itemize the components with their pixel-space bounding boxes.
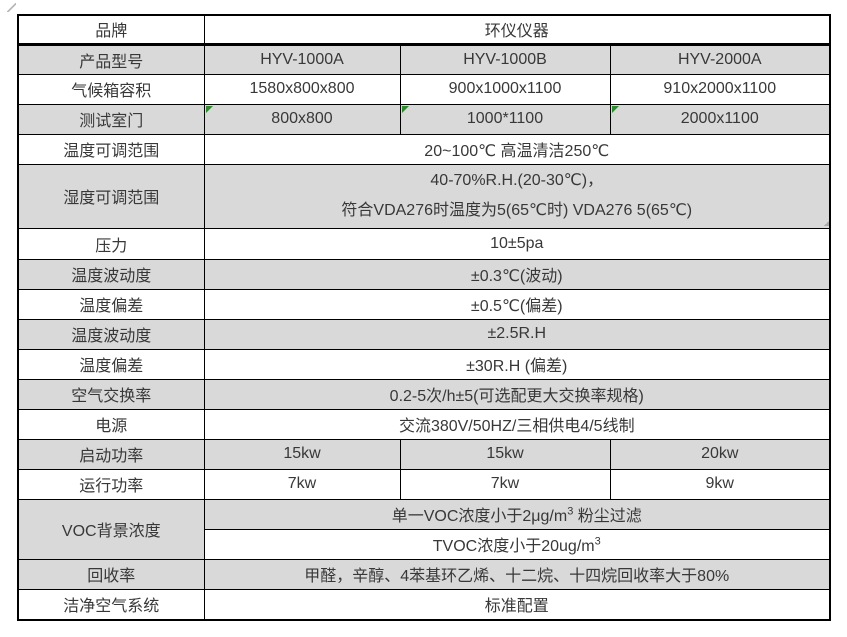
table-row-humidity-deviation: 温度偏差 ±30R.H (偏差) — [17, 348, 831, 380]
model-value-b: HYV-1000B — [399, 43, 611, 75]
running-power-b: 7kw — [399, 468, 611, 500]
running-power-c: 9kw — [609, 468, 831, 500]
test-door-a: 800x800 — [203, 103, 401, 135]
row-label-air-exchange: 空气交换率 — [17, 378, 205, 410]
chamber-volume-a: 1580x800x800 — [203, 73, 401, 105]
row-label-startup-power: 启动功率 — [17, 438, 205, 470]
corner-artifact — [7, 3, 16, 12]
temp-deviation-value: ±0.5℃(偏差) — [203, 288, 831, 320]
temp-range-value: 20~100℃ 高温清洁250℃ — [203, 133, 831, 165]
table-row-temp-fluctuation: 温度波动度 ±0.3℃(波动) — [17, 258, 831, 290]
humidity-range-line1: 40-70%R.H.(20-30℃)， — [430, 172, 604, 189]
row-label-model: 产品型号 — [17, 43, 205, 75]
test-door-a-value: 800x800 — [271, 110, 333, 127]
row-label-pressure: 压力 — [17, 227, 205, 260]
error-indicator-icon — [205, 105, 213, 113]
row-label-clean-air: 洁净空气系统 — [17, 588, 205, 621]
power-supply-value: 交流380V/50HZ/三相供电4/5线制 — [203, 408, 831, 440]
table-row-temp-range: 温度可调范围 20~100℃ 高温清洁250℃ — [17, 133, 831, 165]
row-label-voc-background: VOC背景浓度 — [17, 498, 205, 560]
running-power-a: 7kw — [203, 468, 401, 500]
table-row-humidity-fluctuation: 温度波动度 ±2.5R.H — [17, 318, 831, 350]
voc-background-line1: 单一VOC浓度小于2μg/m3 粉尘过滤 — [203, 498, 831, 530]
error-indicator-icon — [611, 105, 619, 113]
table-row-startup-power: 启动功率 15kw 15kw 20kw — [17, 438, 831, 470]
voc-line1-superscript: 3 — [567, 505, 574, 518]
table-row-recovery: 回收率 甲醛，辛醇、4苯基环乙烯、十二烷、十四烷回收率大于80% — [17, 558, 831, 590]
table-row-model: 产品型号 HYV-1000A HYV-1000B HYV-2000A — [17, 43, 831, 75]
table-row-chamber-volume: 气候箱容积 1580x800x800 900x1000x1100 910x200… — [17, 73, 831, 105]
voc-line2-superscript: 3 — [594, 535, 601, 548]
table-row-test-door: 测试室门 800x800 1000*1100 2000x1100 — [17, 103, 831, 135]
test-door-c-value: 2000x1100 — [680, 110, 759, 127]
row-label-humidity-range: 湿度可调范围 — [17, 163, 205, 229]
voc-line2-main: TVOC浓度小于20ug/m — [432, 538, 595, 555]
clean-air-value: 标准配置 — [203, 588, 831, 621]
chamber-volume-b: 900x1000x1100 — [399, 73, 611, 105]
pressure-value: 10±5pa — [203, 227, 831, 260]
table-row-clean-air: 洁净空气系统 标准配置 — [17, 588, 831, 621]
test-door-b-value: 1000*1100 — [466, 110, 544, 127]
table-row-voc-background-2: TVOC浓度小于20ug/m3 — [18, 528, 831, 560]
humidity-fluctuation-value: ±2.5R.H — [203, 318, 831, 350]
recovery-value: 甲醛，辛醇、4苯基环乙烯、十二烷、十四烷回收率大于80% — [203, 558, 831, 590]
humidity-range-value: 40-70%R.H.(20-30℃)， 符合VDA276时温度为5(65℃时) … — [203, 163, 831, 229]
row-label-recovery: 回收率 — [17, 558, 205, 590]
air-exchange-value: 0.2-5次/h±5(可选配更大交换率规格) — [203, 378, 831, 410]
corner-artifact — [824, 220, 830, 226]
voc-line1-tail: 粉尘过滤 — [573, 508, 642, 525]
humidity-deviation-value: ±30R.H (偏差) — [203, 348, 831, 380]
spec-table: 品牌 环仪仪器 产品型号 HYV-1000A HYV-1000B HYV-200… — [17, 14, 832, 621]
table-row-brand: 品牌 环仪仪器 — [17, 14, 831, 46]
test-door-b: 1000*1100 — [399, 103, 611, 135]
voc-line1-main: 单一VOC浓度小于2μg/m — [391, 508, 568, 525]
row-label-humidity-deviation: 温度偏差 — [17, 348, 205, 380]
model-value-c: HYV-2000A — [609, 43, 831, 75]
test-door-c: 2000x1100 — [609, 103, 831, 135]
row-label-humidity-fluctuation: 温度波动度 — [17, 318, 205, 350]
row-label-temp-deviation: 温度偏差 — [17, 288, 205, 320]
table-row-humidity-range: 湿度可调范围 40-70%R.H.(20-30℃)， 符合VDA276时温度为5… — [17, 163, 831, 229]
model-value-a: HYV-1000A — [203, 43, 401, 75]
row-label-power-supply: 电源 — [17, 408, 205, 440]
error-indicator-icon — [401, 105, 409, 113]
temp-fluctuation-value: ±0.3℃(波动) — [203, 258, 831, 290]
row-label-running-power: 运行功率 — [17, 468, 205, 500]
table-row-running-power: 运行功率 7kw 7kw 9kw — [17, 468, 831, 500]
row-label-test-door: 测试室门 — [17, 103, 205, 135]
table-row-temp-deviation: 温度偏差 ±0.5℃(偏差) — [17, 288, 831, 320]
startup-power-b: 15kw — [399, 438, 611, 470]
table-row-power-supply: 电源 交流380V/50HZ/三相供电4/5线制 — [17, 408, 831, 440]
table-row-air-exchange: 空气交换率 0.2-5次/h±5(可选配更大交换率规格) — [17, 378, 831, 410]
voc-background-line2: TVOC浓度小于20ug/m3 — [203, 528, 831, 560]
table-row-pressure: 压力 10±5pa — [17, 227, 831, 260]
row-label-temp-range: 温度可调范围 — [17, 133, 205, 165]
table-row-voc-background-1: VOC背景浓度 单一VOC浓度小于2μg/m3 粉尘过滤 — [17, 498, 831, 560]
row-label-brand: 品牌 — [17, 14, 205, 46]
chamber-volume-c: 910x2000x1100 — [609, 73, 831, 105]
startup-power-a: 15kw — [203, 438, 401, 470]
brand-value: 环仪仪器 — [203, 14, 831, 46]
humidity-range-line2: 符合VDA276时温度为5(65℃时) VDA276 5(65℃) — [341, 202, 693, 219]
startup-power-c: 20kw — [609, 438, 831, 470]
row-label-chamber-volume: 气候箱容积 — [17, 73, 205, 105]
row-label-temp-fluctuation: 温度波动度 — [17, 258, 205, 290]
